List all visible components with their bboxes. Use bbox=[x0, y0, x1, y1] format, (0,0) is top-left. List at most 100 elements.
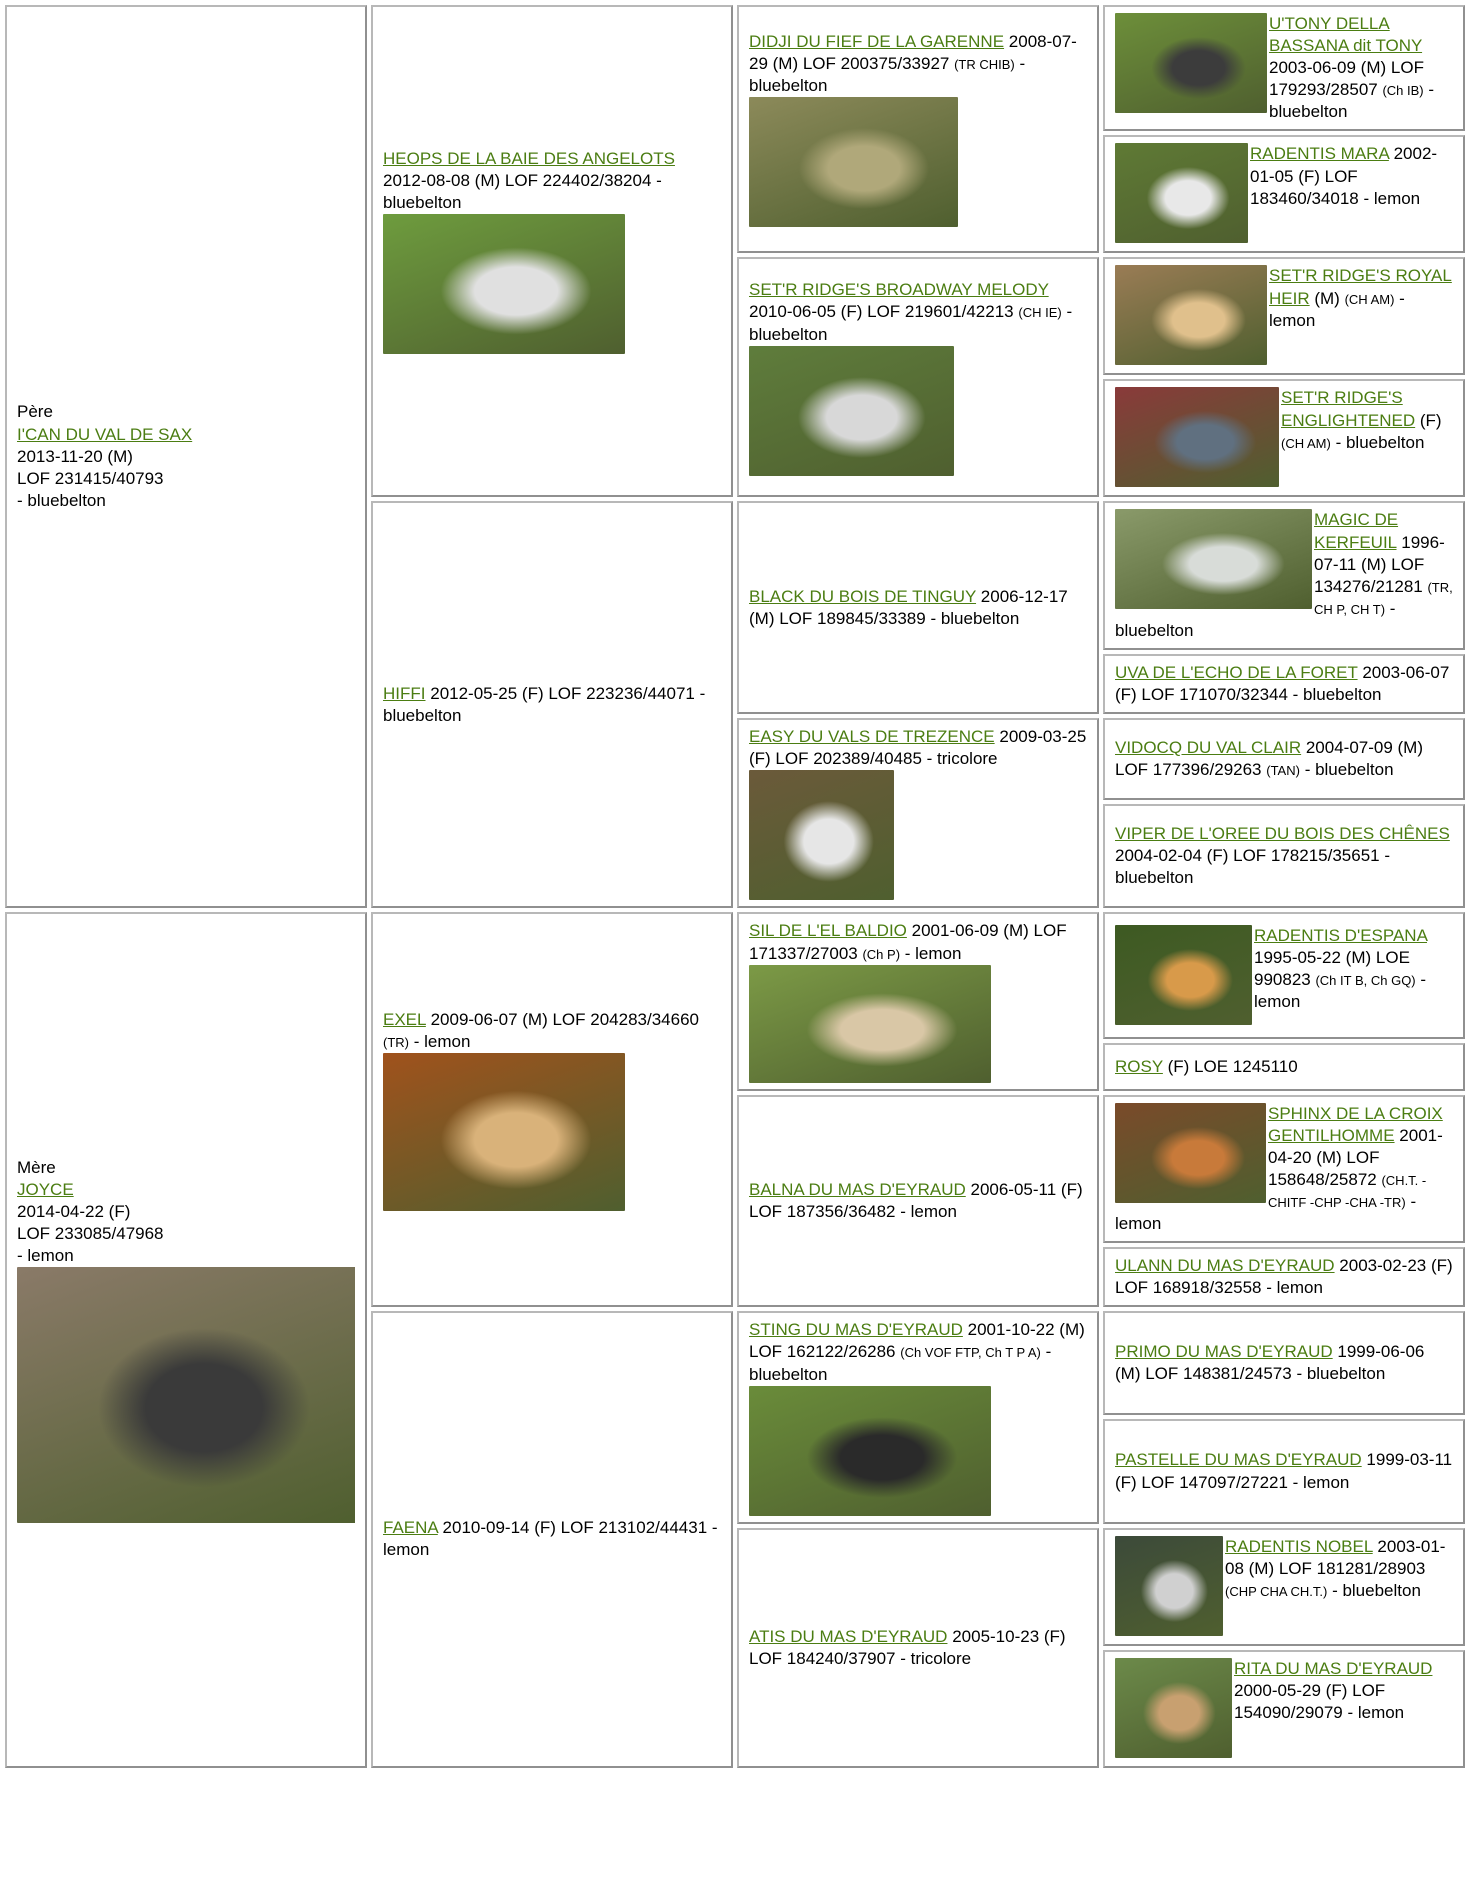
dog-details: 2010-06-05 (F) LOF 219601/42213 bbox=[749, 302, 1014, 322]
dog-photo bbox=[1115, 509, 1312, 610]
dog-color: - bluebelton bbox=[1269, 80, 1435, 122]
pedigree-cell: EXEL 2009-06-07 (M) LOF 204283/34660 (TR… bbox=[371, 912, 733, 1308]
ancestors: STING DU MAS D'EYRAUD 2001-10-22 (M) LOF… bbox=[735, 1309, 1469, 1769]
dog-name-link[interactable]: EXEL bbox=[383, 1009, 426, 1029]
pedigree-row: RADENTIS MARA 2002-01-05 (F) LOF 183460/… bbox=[1101, 133, 1469, 255]
dog-details: 2004-02-04 (F) LOF 178215/35651 - bluebe… bbox=[1115, 846, 1391, 888]
dog-name-link[interactable]: U'TONY DELLA BASSANA dit TONY bbox=[1269, 14, 1423, 56]
cell-content: ATIS DU MAS D'EYRAUD 2005-10-23 (F) LOF … bbox=[749, 1626, 1087, 1670]
ancestors: DIDJI DU FIEF DE LA GARENNE 2008-07-29 (… bbox=[735, 3, 1469, 499]
dog-details: 1999-03-11 (F) LOF 147097/27221 - lemon bbox=[1115, 1450, 1453, 1492]
dog-name-link[interactable]: ULANN DU MAS D'EYRAUD bbox=[1115, 1256, 1335, 1276]
cell-content: SIL DE L'EL BALDIO 2001-06-09 (M) LOF 17… bbox=[749, 920, 1087, 1083]
cell-content: DIDJI DU FIEF DE LA GARENNE 2008-07-29 (… bbox=[749, 31, 1087, 228]
pedigree-row: VIPER DE L'OREE DU BOIS DES CHÊNES 2004-… bbox=[1101, 802, 1469, 910]
pedigree-row: SPHINX DE LA CROIX GENTILHOMME 2001-04-2… bbox=[1101, 1093, 1469, 1246]
pedigree-row: SET'R RIDGE'S BROADWAY MELODY 2010-06-05… bbox=[735, 255, 1469, 499]
dog-name-link[interactable]: I'CAN DU VAL DE SAX bbox=[17, 424, 193, 444]
dog-name-link[interactable]: UVA DE L'ECHO DE LA FORET bbox=[1115, 663, 1358, 683]
cell-content: RADENTIS MARA 2002-01-05 (F) LOF 183460/… bbox=[1115, 143, 1453, 245]
dog-name-link[interactable]: SET'R RIDGE'S ROYAL HEIR bbox=[1269, 266, 1452, 308]
dog-name-link[interactable]: PRIMO DU MAS D'EYRAUD bbox=[1115, 1342, 1333, 1362]
dog-color: - lemon bbox=[1254, 970, 1427, 1012]
dog-name-link[interactable]: MAGIC DE KERFEUIL bbox=[1314, 510, 1399, 552]
cell-content: VIPER DE L'OREE DU BOIS DES CHÊNES 2004-… bbox=[1115, 823, 1453, 889]
dog-name-link[interactable]: HEOPS DE LA BAIE DES ANGELOTS bbox=[383, 149, 675, 169]
cell-content: Père I'CAN DU VAL DE SAX 2013-11-20 (M) LOF… bbox=[17, 401, 355, 511]
pedigree-cell: U'TONY DELLA BASSANA dit TONY 2003-06-09… bbox=[1103, 5, 1465, 132]
dog-name-link[interactable]: SET'R RIDGE'S ENGLIGHTENED bbox=[1281, 388, 1416, 430]
dog-details: 2006-05-11 (F) LOF 187356/36482 - lemon bbox=[749, 1179, 1083, 1221]
pedigree-cell: HIFFI 2012-05-25 (F) LOF 223236/44071 - … bbox=[371, 501, 733, 909]
dog-titles: (CHP CHA CH.T.) bbox=[1225, 1583, 1328, 1599]
dog-photo bbox=[749, 97, 958, 228]
dog-name-link[interactable]: EASY DU VALS DE TREZENCE bbox=[749, 727, 995, 747]
dog-name-link[interactable]: RADENTIS D'ESPANA bbox=[1254, 925, 1427, 945]
dog-color: - lemon bbox=[904, 943, 962, 963]
dog-color: - bluebelton bbox=[1115, 598, 1396, 640]
dog-details: 2000-05-29 (F) LOF 154090/29079 - lemon bbox=[1234, 1680, 1405, 1722]
dog-name-link[interactable]: RADENTIS NOBEL bbox=[1225, 1536, 1373, 1556]
pedigree-cell: BLACK DU BOIS DE TINGUY 2006-12-17 (M) L… bbox=[737, 501, 1099, 715]
pedigree-row: STING DU MAS D'EYRAUD 2001-10-22 (M) LOF… bbox=[735, 1309, 1469, 1525]
dog-name-link[interactable]: RADENTIS MARA bbox=[1250, 144, 1389, 164]
cell-content: PRIMO DU MAS D'EYRAUD 1999-06-06 (M) LOF… bbox=[1115, 1341, 1453, 1385]
ancestors: RADENTIS NOBEL 2003-01-08 (M) LOF 181281… bbox=[1101, 1526, 1469, 1770]
dog-titles: (TR, CH P, CH T) bbox=[1314, 579, 1453, 617]
dog-name-link[interactable]: SPHINX DE LA CROIX GENTILHOMME bbox=[1268, 1103, 1443, 1145]
pedigree-row: Mère JOYCE 2014-04-22 (F) LOF 233085/47968-… bbox=[3, 910, 1469, 1769]
dog-name-line: JOYCE bbox=[17, 1179, 355, 1201]
dog-registry: LOF 233085/47968 bbox=[17, 1224, 164, 1244]
parent-label: Mère bbox=[17, 1157, 56, 1177]
dog-name-link[interactable]: STING DU MAS D'EYRAUD bbox=[749, 1320, 963, 1340]
pedigree-cell: RADENTIS D'ESPANA 1995-05-22 (M) LOE 990… bbox=[1103, 912, 1465, 1040]
dog-details: 2003-01-08 (M) LOF 181281/28903 bbox=[1225, 1536, 1446, 1578]
dog-details: 2009-06-07 (M) LOF 204283/34660 bbox=[430, 1009, 699, 1029]
dog-name-link[interactable]: PASTELLE DU MAS D'EYRAUD bbox=[1115, 1450, 1362, 1470]
dog-color: - lemon bbox=[17, 1246, 74, 1266]
dog-details: 2008-07-29 (M) LOF 200375/33927 bbox=[749, 32, 1077, 74]
dog-titles: (CH AM) bbox=[1344, 291, 1395, 307]
pedigree-row: FAENA 2010-09-14 (F) LOF 213102/44431 - … bbox=[369, 1309, 1469, 1769]
dog-name-link[interactable]: BALNA DU MAS D'EYRAUD bbox=[749, 1179, 966, 1199]
dog-name-link[interactable]: VIDOCQ DU VAL CLAIR bbox=[1115, 738, 1302, 758]
dog-name-link[interactable]: DIDJI DU FIEF DE LA GARENNE bbox=[749, 32, 1005, 52]
pedigree-row: RADENTIS D'ESPANA 1995-05-22 (M) LOE 990… bbox=[1101, 910, 1469, 1041]
dog-photo bbox=[749, 770, 894, 901]
pedigree-row: BALNA DU MAS D'EYRAUD 2006-05-11 (F) LOF… bbox=[735, 1093, 1469, 1310]
ancestors: U'TONY DELLA BASSANA dit TONY 2003-06-09… bbox=[1101, 3, 1469, 255]
pedigree-cell: MAGIC DE KERFEUIL 1996-07-11 (M) LOF 134… bbox=[1103, 501, 1465, 651]
dog-details: 2004-07-09 (M) LOF 177396/29263 bbox=[1115, 738, 1424, 780]
dog-name-link[interactable]: SET'R RIDGE'S BROADWAY MELODY bbox=[749, 280, 1049, 300]
pedigree-cell: ULANN DU MAS D'EYRAUD 2003-02-23 (F) LOF… bbox=[1103, 1247, 1465, 1308]
dog-name-link[interactable]: ROSY bbox=[1115, 1056, 1163, 1076]
pedigree-row: U'TONY DELLA BASSANA dit TONY 2003-06-09… bbox=[1101, 3, 1469, 133]
dog-name-link[interactable]: SIL DE L'EL BALDIO bbox=[749, 921, 907, 941]
dog-name-link[interactable]: ATIS DU MAS D'EYRAUD bbox=[749, 1626, 948, 1646]
dog-name-link[interactable]: FAENA bbox=[383, 1518, 438, 1538]
pedigree-cell: DIDJI DU FIEF DE LA GARENNE 2008-07-29 (… bbox=[737, 5, 1099, 254]
dog-name-link[interactable]: HIFFI bbox=[383, 683, 426, 703]
cell-content: ROSY (F) LOE 1245110 bbox=[1115, 1056, 1453, 1078]
dog-name-line: I'CAN DU VAL DE SAX bbox=[17, 424, 355, 446]
cell-content: HIFFI 2012-05-25 (F) LOF 223236/44071 - … bbox=[383, 683, 721, 727]
dog-color: - lemon bbox=[413, 1031, 471, 1051]
dog-details: 2003-06-09 (M) LOF 179293/28507 bbox=[1269, 58, 1424, 100]
dog-birth: 2014-04-22 (F) bbox=[17, 1201, 131, 1221]
dog-details: 1996-07-11 (M) LOF 134276/21281 bbox=[1314, 532, 1445, 596]
dog-titles: (TR) bbox=[383, 1034, 409, 1050]
dog-color: - bluebelton bbox=[1332, 1580, 1421, 1600]
ancestors: SIL DE L'EL BALDIO 2001-06-09 (M) LOF 17… bbox=[735, 910, 1469, 1309]
pedigree-cell: SIL DE L'EL BALDIO 2001-06-09 (M) LOF 17… bbox=[737, 912, 1099, 1091]
cell-content: EXEL 2009-06-07 (M) LOF 204283/34660 (TR… bbox=[383, 1009, 721, 1211]
dog-details: 1999-06-06 (M) LOF 148381/24573 - bluebe… bbox=[1115, 1342, 1425, 1384]
dog-name-link[interactable]: VIPER DE L'OREE DU BOIS DES CHÊNES bbox=[1115, 824, 1450, 844]
cell-content: STING DU MAS D'EYRAUD 2001-10-22 (M) LOF… bbox=[749, 1319, 1087, 1516]
dog-details: 2003-06-07 (F) LOF 171070/32344 - bluebe… bbox=[1115, 663, 1450, 705]
dog-name-link[interactable]: BLACK DU BOIS DE TINGUY bbox=[749, 586, 977, 606]
dog-color: - bluebelton bbox=[1335, 432, 1425, 452]
dog-name-link[interactable]: JOYCE bbox=[17, 1179, 74, 1199]
dog-name-link[interactable]: RITA DU MAS D'EYRAUD bbox=[1234, 1658, 1433, 1678]
cell-content: SET'R RIDGE'S ENGLIGHTENED (F) (CH AM) -… bbox=[1115, 387, 1453, 489]
pedigree-row: BLACK DU BOIS DE TINGUY 2006-12-17 (M) L… bbox=[735, 499, 1469, 716]
